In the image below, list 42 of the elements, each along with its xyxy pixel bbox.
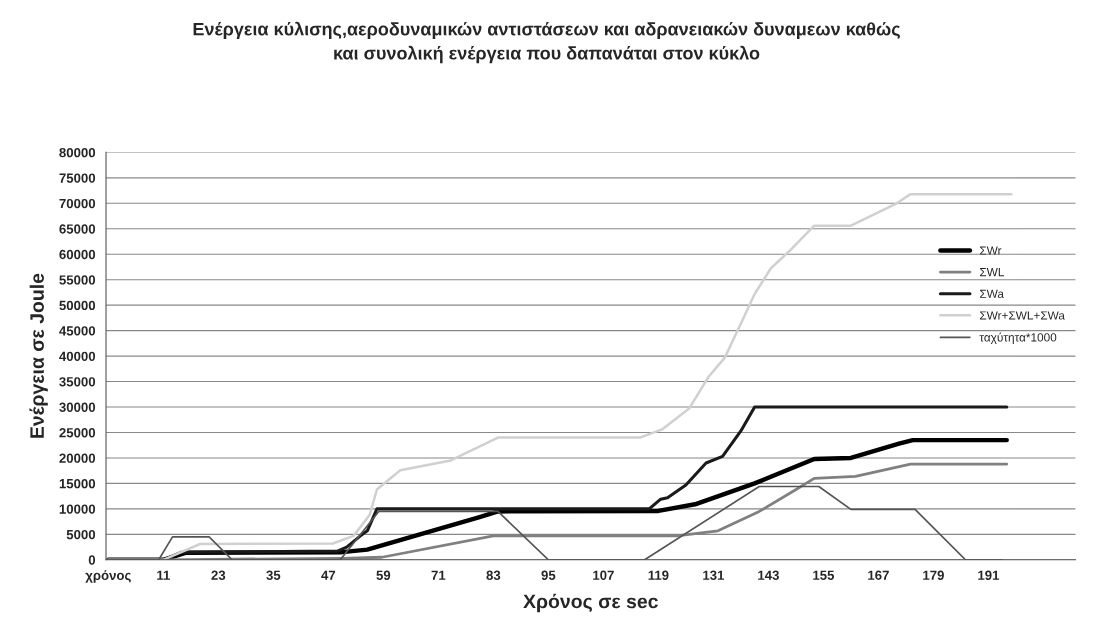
y-tick-label: 75000 xyxy=(59,173,96,183)
x-tick-label: 131 xyxy=(703,570,725,580)
y-axis-title: Ενέργεια σε Joule xyxy=(29,273,48,438)
y-tick-label: 0 xyxy=(88,555,96,565)
x-tick-label: 47 xyxy=(321,570,336,580)
x-tick-label: χρόνος xyxy=(85,570,131,583)
y-tick-label: 55000 xyxy=(59,275,96,285)
x-tick-label: 155 xyxy=(813,570,835,580)
legend-label: ΣWa xyxy=(979,289,1004,298)
x-tick-label: 107 xyxy=(593,570,614,580)
x-tick-label: 83 xyxy=(486,570,501,580)
legend-label: ΣWr+ΣWL+ΣWa xyxy=(979,311,1065,320)
y-tick-label: 45000 xyxy=(59,326,96,336)
y-tick-label: 35000 xyxy=(59,377,96,387)
x-tick-label: 95 xyxy=(541,570,556,580)
y-tick-label: 5000 xyxy=(66,529,96,540)
x-tick-label: 191 xyxy=(978,570,1000,580)
x-tick-label: 143 xyxy=(758,570,779,580)
y-tick-label: 50000 xyxy=(59,300,96,311)
legend-label: ταχύτητα*1000 xyxy=(979,332,1057,344)
y-tick-label: 15000 xyxy=(59,478,96,489)
chart-title: Ενέργεια κύλισης,αεροδυναμικών αντιστάσεων και αδρανειακών δυναμεων καθώς και συνολική ενέργεια που δαπανάται στον κύκλο xyxy=(193,21,900,64)
y-tick-label: 60000 xyxy=(59,249,96,260)
x-tick-label: 179 xyxy=(923,570,944,580)
y-tick-label: 30000 xyxy=(59,402,96,412)
x-tick-label: 71 xyxy=(431,570,446,580)
y-tick-label: 10000 xyxy=(59,504,96,514)
y-tick-label: 40000 xyxy=(59,351,96,362)
y-tick-label: 70000 xyxy=(59,198,96,209)
legend-label: ΣWL xyxy=(979,268,1004,277)
x-tick-label: 59 xyxy=(376,570,391,580)
x-axis-title: Χρόνος σε sec xyxy=(523,593,658,613)
x-tick-label: 35 xyxy=(266,570,281,580)
x-tick-label: 23 xyxy=(211,570,226,580)
y-tick-label: 25000 xyxy=(59,428,96,438)
x-tick-label: 119 xyxy=(648,570,669,580)
legend-label: ΣWr xyxy=(979,246,1002,255)
x-tick-label: 11 xyxy=(157,570,170,580)
x-tick-label: 167 xyxy=(868,570,889,580)
y-tick-label: 65000 xyxy=(59,224,96,234)
y-tick-label: 20000 xyxy=(59,453,96,463)
y-tick-label: 80000 xyxy=(59,147,96,158)
